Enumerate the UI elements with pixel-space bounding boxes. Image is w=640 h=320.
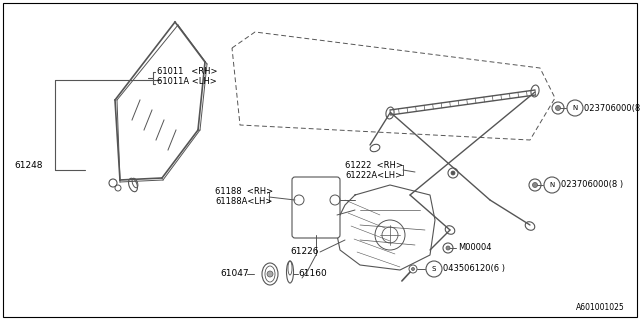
Text: 61226: 61226 [290, 247, 319, 257]
Text: 61011A <LH>: 61011A <LH> [157, 77, 217, 86]
Circle shape [446, 246, 450, 250]
Text: 61188A<LH>: 61188A<LH> [215, 197, 273, 206]
FancyBboxPatch shape [292, 177, 340, 238]
Text: 043506120(6 ): 043506120(6 ) [443, 265, 505, 274]
Text: 61222A<LH>: 61222A<LH> [345, 171, 402, 180]
Text: 61160: 61160 [298, 269, 327, 278]
Text: 023706000(8 ): 023706000(8 ) [561, 180, 623, 189]
Text: 023706000(8 ): 023706000(8 ) [584, 103, 640, 113]
Text: 61188  <RH>: 61188 <RH> [215, 188, 273, 196]
Circle shape [532, 182, 538, 188]
Circle shape [412, 268, 415, 270]
Text: 61047: 61047 [220, 269, 248, 278]
Text: 61248: 61248 [14, 161, 42, 170]
Circle shape [267, 271, 273, 277]
Text: 61222  <RH>: 61222 <RH> [345, 161, 403, 170]
Circle shape [556, 106, 561, 110]
Text: 61011   <RH>: 61011 <RH> [157, 68, 218, 76]
Circle shape [451, 171, 455, 175]
Text: A601001025: A601001025 [576, 303, 625, 312]
Text: N: N [549, 182, 555, 188]
Text: N: N [572, 105, 578, 111]
Text: M00004: M00004 [458, 244, 492, 252]
Text: S: S [432, 266, 436, 272]
